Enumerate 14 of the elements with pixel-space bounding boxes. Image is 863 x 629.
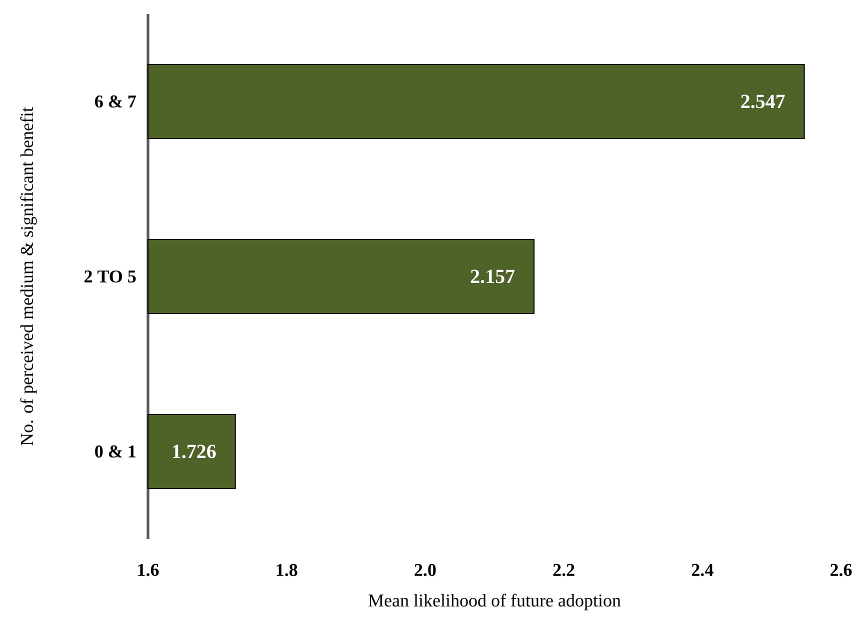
x-tick-label: 2.6: [830, 564, 852, 576]
x-tick-label: 2.4: [692, 564, 714, 576]
x-tick-label: 2.0: [414, 564, 436, 576]
y-axis-title: No. of perceived medium & significant benefit: [20, 107, 37, 446]
x-axis-title: Mean likelihood of future adoption: [368, 594, 621, 610]
x-tick-label: 1.8: [276, 564, 298, 576]
x-tick-label: 1.6: [138, 564, 159, 576]
y-tick-label: 0 & 1: [95, 445, 136, 458]
x-tick-label: 2.2: [553, 564, 574, 576]
data-label: 1.726: [172, 444, 216, 458]
data-label: 2.547: [741, 94, 785, 108]
data-label: 2.157: [470, 270, 515, 284]
y-tick-label: 6 & 7: [95, 95, 136, 108]
y-tick-label: 2 TO 5: [84, 270, 136, 283]
